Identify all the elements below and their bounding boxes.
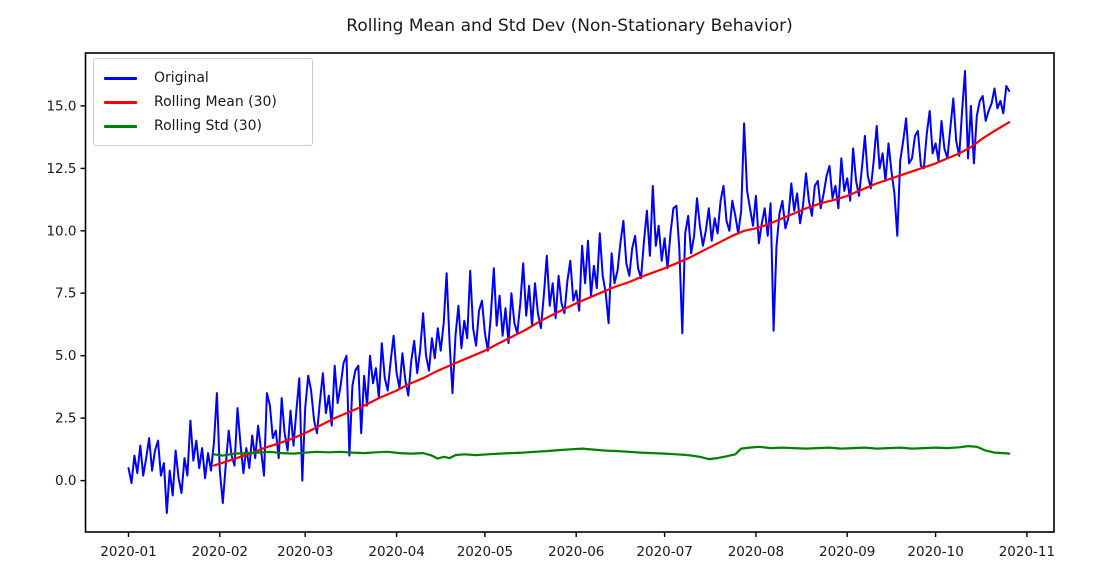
legend-label: Rolling Std (30) (154, 118, 262, 134)
x-tick-label: 2020-04 (368, 544, 424, 560)
x-tick-label: 2020-06 (548, 544, 604, 560)
legend-label: Rolling Mean (30) (154, 94, 277, 110)
legend-item-rolling-mean: Rolling Mean (30) (104, 90, 300, 114)
legend-line-swatch-blue (104, 76, 137, 80)
legend-item-rolling-std: Rolling Std (30) (104, 114, 300, 138)
x-tick-label: 2020-05 (457, 544, 513, 560)
x-tick-label: 2020-09 (819, 544, 875, 560)
legend-item-original: Original (104, 66, 300, 90)
chart-title: Rolling Mean and Std Dev (Non-Stationary… (346, 16, 793, 36)
x-tick-label: 2020-11 (999, 544, 1055, 560)
x-tick-label: 2020-01 (100, 544, 156, 560)
x-tick-label: 2020-08 (728, 544, 784, 560)
y-tick-label: 2.5 (55, 411, 76, 427)
y-tick-label: 5.0 (55, 348, 76, 364)
legend-line-swatch-red (104, 100, 137, 104)
series-line-rolling-mean-30 (212, 121, 1011, 467)
y-tick-label: 7.5 (55, 286, 76, 302)
x-tick-label: 2020-07 (636, 544, 692, 560)
legend-label: Original (154, 70, 209, 86)
x-tick-label: 2020-03 (277, 544, 333, 560)
x-tick-label: 2020-10 (907, 544, 963, 560)
x-tick-label: 2020-02 (192, 544, 248, 560)
series-line-original (127, 70, 1011, 514)
series-line-rolling-std-30 (212, 445, 1011, 461)
legend-line-swatch-green (104, 124, 137, 128)
y-tick-label: 10.0 (46, 223, 76, 239)
y-tick-label: 12.5 (46, 161, 76, 177)
y-tick-label: 0.0 (55, 473, 76, 489)
y-tick-label: 15.0 (46, 98, 76, 114)
legend: Original Rolling Mean (30) Rolling Std (… (93, 58, 313, 146)
